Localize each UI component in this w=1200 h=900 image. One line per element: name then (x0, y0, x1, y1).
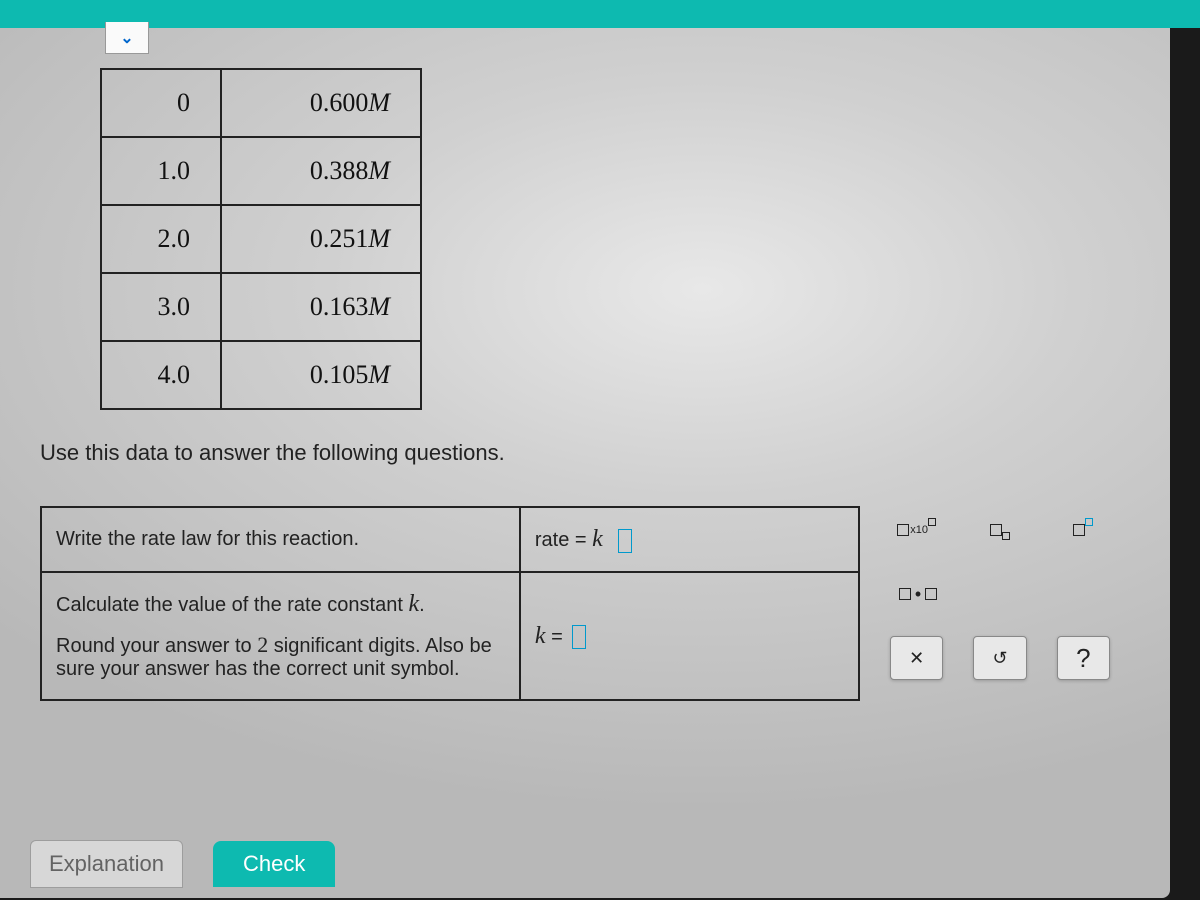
table-cell-x: 0 (101, 69, 221, 137)
box-icon (1085, 518, 1093, 526)
explanation-button[interactable]: Explanation (30, 840, 183, 888)
question-1-prompt: Write the rate law for this reaction. (41, 507, 520, 572)
table-cell-y: 0.105M (221, 341, 421, 409)
q2-line2a: Round your answer to (56, 635, 257, 657)
explanation-label: Explanation (49, 851, 164, 876)
palette-superscript-button[interactable] (1057, 508, 1110, 552)
box-icon (925, 588, 937, 600)
q1-answer-box[interactable] (618, 529, 632, 553)
question-1-answer-cell[interactable]: rate = k (520, 507, 859, 572)
table-row: 2.00.251M (101, 205, 421, 273)
palette-multiply-button[interactable]: • (890, 572, 946, 616)
data-table: 00.600M1.00.388M2.00.251M3.00.163M4.00.1… (100, 68, 422, 410)
table-row: 00.600M (101, 69, 421, 137)
table-row: 3.00.163M (101, 273, 421, 341)
table-cell-y: 0.251M (221, 205, 421, 273)
palette-help-button[interactable]: ? (1057, 636, 1110, 680)
box-icon (990, 524, 1002, 536)
box-icon (1002, 532, 1010, 540)
table-cell-y: 0.163M (221, 273, 421, 341)
box-icon (1073, 524, 1085, 536)
dropdown-tab[interactable]: ⌄ (105, 22, 149, 54)
chevron-down-icon: ⌄ (120, 28, 133, 48)
question-row-1: Write the rate law for this reaction. ra… (41, 507, 859, 572)
table-row: 4.00.105M (101, 341, 421, 409)
q2-answer-box[interactable] (572, 625, 586, 649)
check-label: Check (243, 851, 305, 876)
palette-x10-button[interactable]: x10 (890, 508, 943, 552)
palette-row-2: • (890, 572, 1110, 616)
table-row: 1.00.388M (101, 137, 421, 205)
table-cell-y: 0.388M (221, 137, 421, 205)
q2-k-symbol: k (408, 591, 419, 617)
question-2-prompt: Calculate the value of the rate constant… (41, 572, 520, 700)
dot-icon: • (915, 584, 921, 605)
palette-row-1: x10 (890, 508, 1110, 552)
symbol-palette: x10 • ✕ ↺ ? (890, 508, 1110, 700)
header-bar (0, 0, 1200, 28)
bottom-button-row: Explanation Check (30, 840, 335, 888)
table-cell-x: 3.0 (101, 273, 221, 341)
check-button[interactable]: Check (213, 841, 335, 887)
table-cell-x: 4.0 (101, 341, 221, 409)
q1-rate-label: rate = (535, 529, 592, 551)
palette-clear-button[interactable]: ✕ (890, 636, 943, 680)
q2-eq: = (551, 626, 568, 648)
close-icon: ✕ (909, 648, 924, 669)
question-2-answer-cell[interactable]: k = (520, 572, 859, 700)
palette-subscript-button[interactable] (973, 508, 1026, 552)
q1-prompt-text: Write the rate law for this reaction. (56, 528, 359, 550)
box-icon (899, 588, 911, 600)
q2-line1a: Calculate the value of the rate constant (56, 594, 408, 616)
help-icon: ? (1076, 643, 1090, 674)
palette-reset-button[interactable]: ↺ (973, 636, 1026, 680)
table-cell-x: 1.0 (101, 137, 221, 205)
q2-line1b: . (419, 594, 425, 616)
instruction-text: Use this data to answer the following qu… (40, 440, 1130, 466)
table-cell-x: 2.0 (101, 205, 221, 273)
question-table: Write the rate law for this reaction. ra… (40, 506, 860, 701)
palette-row-3: ✕ ↺ ? (890, 636, 1110, 680)
q1-k-symbol: k (592, 526, 603, 552)
reset-icon: ↺ (992, 648, 1007, 669)
table-cell-y: 0.600M (221, 69, 421, 137)
q2-answer-k: k (535, 623, 546, 649)
x10-label: x10 (910, 524, 928, 536)
question-row-2: Calculate the value of the rate constant… (41, 572, 859, 700)
box-icon (928, 518, 936, 526)
q2-number: 2 (257, 632, 268, 657)
box-icon (897, 524, 909, 536)
content-panel: ⌄ 00.600M1.00.388M2.00.251M3.00.163M4.00… (0, 28, 1170, 898)
